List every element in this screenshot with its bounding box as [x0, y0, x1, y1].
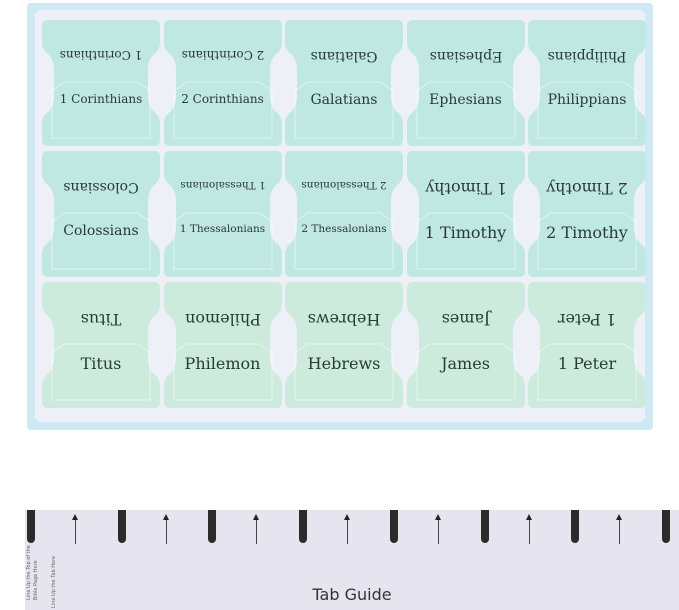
tab-label-flipped: Hebrews	[307, 310, 381, 329]
arrow-up-icon	[162, 514, 169, 544]
tab-label-flipped: Philemon	[184, 310, 261, 329]
bible-tab: Hebrews Hebrews	[285, 282, 403, 408]
arrow-up-icon	[253, 514, 260, 544]
guide-mark	[389, 510, 398, 543]
tab-label-flipped: Galatians	[310, 48, 378, 64]
tab-label-flipped: 2 Thessalonians	[301, 179, 387, 191]
arrow-up-icon	[434, 514, 441, 544]
tab-shape	[528, 151, 646, 277]
tab-shape	[42, 151, 160, 277]
tab-shape	[406, 20, 525, 146]
tab-label: Philippians	[547, 92, 627, 108]
bible-tab: 1 Corinthians 1 Corinthians	[42, 20, 160, 146]
guide-mark	[480, 510, 489, 543]
tab-label-flipped: 1 Timothy	[424, 179, 507, 198]
tab-label: 1 Peter	[557, 354, 617, 373]
bible-tab: 1 Timothy 1 Timothy	[406, 151, 525, 277]
bible-tab: 2 Thessalonians 2 Thessalonians	[285, 151, 403, 277]
tab-label: Philemon	[184, 354, 261, 373]
arrow-up-icon	[344, 514, 351, 544]
tab-label: 1 Thessalonians	[179, 223, 266, 235]
guide-mark	[661, 510, 670, 543]
guide-mark	[299, 510, 308, 543]
bible-tab: 2 Corinthians 2 Corinthians	[163, 20, 282, 146]
tab-label: Hebrews	[307, 354, 381, 373]
tab-label-flipped: Colossians	[63, 179, 139, 195]
tab-sticker-sheet: 1 Corinthians 1 Corinthians 2 Corinthian…	[27, 3, 653, 430]
tab-shape	[285, 151, 403, 277]
tab-label-flipped: James	[441, 310, 490, 329]
tab-label: 1 Timothy	[424, 223, 507, 242]
bible-tab: 1 Thessalonians 1 Thessalonians	[163, 151, 282, 277]
tab-shape	[285, 20, 403, 146]
tab-label-flipped: 2 Timothy	[546, 179, 628, 198]
tab-label: 2 Timothy	[546, 223, 628, 242]
tab-shape	[42, 282, 160, 408]
bible-tab: Titus Titus	[42, 282, 160, 408]
tab-shape	[406, 282, 525, 408]
tab-label-flipped: 1 Peter	[557, 310, 617, 329]
tab-shape	[528, 282, 646, 408]
tab-shape	[528, 20, 646, 146]
arrow-up-icon	[525, 514, 532, 544]
tab-label: James	[441, 354, 490, 373]
bible-tab: 2 Timothy 2 Timothy	[528, 151, 646, 277]
tab-label-flipped: Titus	[80, 310, 122, 329]
tab-label-flipped: Ephesians	[429, 48, 502, 64]
arrow-up-icon	[616, 514, 623, 544]
tab-shape	[42, 20, 160, 146]
tab-shape	[285, 282, 403, 408]
bible-tab: Galatians Galatians	[285, 20, 403, 146]
tab-shape	[163, 282, 282, 408]
tab-label: 2 Thessalonians	[301, 223, 387, 235]
tab-label: Ephesians	[429, 92, 502, 108]
guide-mark	[27, 510, 35, 543]
bible-tab: Ephesians Ephesians	[406, 20, 525, 146]
guide-title: Tab Guide	[312, 585, 392, 604]
tab-shape	[406, 151, 525, 277]
tab-label: Galatians	[310, 92, 378, 108]
tab-label-flipped: 1 Corinthians	[59, 48, 143, 62]
bible-tab: Philippians Philippians	[528, 20, 646, 146]
tab-guide-ruler: Line Up the Top of the Bible Page Here L…	[25, 510, 679, 610]
guide-mark	[117, 510, 126, 543]
tab-label: 2 Corinthians	[181, 92, 264, 106]
bible-tab: James James	[406, 282, 525, 408]
tab-label-flipped: 2 Corinthians	[181, 48, 264, 62]
guide-mark	[571, 510, 580, 543]
tab-label-flipped: Philippians	[547, 48, 627, 64]
tab-label: Colossians	[63, 223, 139, 239]
arrow-up-icon	[72, 514, 78, 544]
guide-mark	[208, 510, 217, 543]
bible-tab: 1 Peter 1 Peter	[528, 282, 646, 408]
tab-shape	[163, 151, 282, 277]
tab-label: 1 Corinthians	[59, 92, 143, 106]
bible-tab: Colossians Colossians	[42, 151, 160, 277]
tab-label: Titus	[80, 354, 122, 373]
tab-shape	[163, 20, 282, 146]
bible-tab: Philemon Philemon	[163, 282, 282, 408]
tab-label-flipped: 1 Thessalonians	[179, 179, 266, 191]
